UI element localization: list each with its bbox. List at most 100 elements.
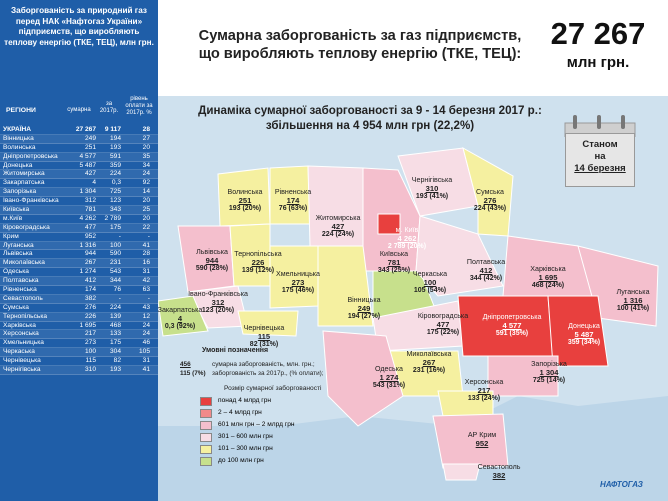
table-row: Закарпатська 4 0,3 92 bbox=[0, 179, 158, 189]
cell-region: Запорізька bbox=[3, 188, 37, 196]
table-row: Херсонська 217 133 24 bbox=[0, 330, 158, 340]
region-name: Хмельницька bbox=[276, 270, 320, 278]
cell-region: УКРАЇНА bbox=[3, 126, 32, 133]
cell-y2017: 123 bbox=[109, 197, 121, 205]
cell-region: Тернопільська bbox=[3, 312, 48, 320]
cell-sum: 251 bbox=[84, 143, 96, 151]
region-name: Херсонська bbox=[464, 378, 504, 386]
cell-region: Крим bbox=[3, 232, 19, 240]
table-rows: УКРАЇНА 27 267 9 117 28 Вінницька 249 194 27 Вол… bbox=[0, 126, 158, 375]
cell-sum: 4 577 bbox=[79, 152, 96, 160]
region-label-sevastopol: Севастополь 382 bbox=[464, 463, 534, 480]
region-value: 276 bbox=[483, 195, 497, 205]
cell-sum: 217 bbox=[84, 330, 96, 338]
region-value: 1 274 bbox=[379, 372, 399, 382]
region-pct: 175 (46%) bbox=[281, 287, 315, 294]
region-label-ternopil: Тернопільська 226 139 (12%) bbox=[223, 250, 293, 276]
cell-y2017: 590 bbox=[109, 250, 121, 258]
cell-sum: 100 bbox=[84, 348, 96, 356]
region-label-mykolaiv: Миколаївська 267 231 (16%) bbox=[394, 350, 464, 376]
legend-item: 601 млн грн – 2 млрд грн bbox=[200, 420, 340, 432]
region-pct: 224 (24%) bbox=[321, 231, 355, 238]
legend-item: 301 – 600 млн грн bbox=[200, 432, 340, 444]
region-pct: 590 (28%) bbox=[195, 265, 229, 272]
cell-region: Хмельницька bbox=[3, 339, 44, 347]
cell-sum: 276 bbox=[84, 303, 96, 311]
cell-sum: 952 bbox=[84, 232, 96, 240]
cell-sum: 310 bbox=[84, 366, 96, 374]
cell-sum: 249 bbox=[84, 134, 96, 142]
region-sumy bbox=[462, 146, 514, 237]
region-pct: 193 (41%) bbox=[415, 193, 449, 200]
table-row: Кіровоградська 477 175 22 bbox=[0, 223, 158, 233]
cell-pct: 27 bbox=[142, 134, 150, 142]
table-row: Чернівецька 115 82 31 bbox=[0, 357, 158, 367]
col-region-header: РЕГІОНИ bbox=[6, 107, 36, 114]
region-pct: 123 (20%) bbox=[201, 307, 235, 314]
cell-y2017: 231 bbox=[109, 259, 121, 267]
region-name: Дніпропетровська bbox=[482, 313, 542, 321]
region-value: 427 bbox=[331, 221, 345, 231]
cell-region: м.Київ bbox=[3, 214, 23, 222]
region-name: Вінницька bbox=[347, 296, 381, 304]
cell-pct: 28 bbox=[142, 126, 150, 133]
table-row: Миколаївська 267 231 16 bbox=[0, 259, 158, 269]
legend-example-value: 456 bbox=[180, 361, 191, 368]
region-pct: 100 (41%) bbox=[616, 305, 650, 312]
legend-example-line-2: 115 (7%) заборгованість за 2017р., (% оп… bbox=[180, 370, 410, 379]
cell-region: Миколаївська bbox=[3, 259, 45, 267]
cell-pct: 63 bbox=[142, 286, 150, 294]
region-label-cherkasy: Черкаська 100 105 (54%) bbox=[395, 270, 465, 296]
calendar-label-2: на bbox=[594, 151, 606, 162]
region-value: 412 bbox=[479, 265, 493, 275]
cell-sum: 382 bbox=[84, 294, 96, 302]
table-row: Одеська 1 274 543 31 bbox=[0, 268, 158, 278]
legend-swatch bbox=[200, 397, 212, 406]
region-label-kharkiv: Харківська 1 695 468 (24%) bbox=[513, 265, 583, 291]
cell-sum: 944 bbox=[84, 250, 96, 258]
region-pct: 2 789 (20%) bbox=[387, 243, 427, 250]
cell-region: Чернігівська bbox=[3, 366, 41, 374]
cell-region: Київська bbox=[3, 206, 30, 214]
naftogaz-logo: НАФТОГАЗ bbox=[600, 480, 643, 489]
cell-region: Закарпатська bbox=[3, 179, 45, 187]
region-pct: 76 (63%) bbox=[278, 205, 308, 212]
region-name: Волинська bbox=[227, 188, 263, 196]
table-row: м.Київ 4 262 2 789 20 bbox=[0, 215, 158, 224]
cell-y2017: 224 bbox=[109, 303, 121, 311]
cell-pct: 31 bbox=[142, 357, 150, 365]
cell-region: Дніпропетровська bbox=[3, 152, 58, 160]
region-name: Севастополь bbox=[477, 463, 521, 471]
cell-pct: 24 bbox=[142, 330, 150, 338]
cell-sum: 273 bbox=[84, 339, 96, 347]
legend-item: понад 4 млрд грн bbox=[200, 396, 340, 408]
region-value: 5 487 bbox=[574, 329, 594, 339]
table-title: Заборгованість за природний газ перед НА… bbox=[4, 6, 154, 47]
region-label-kirovohrad: Кіровоградська 477 175 (22%) bbox=[408, 312, 478, 338]
cell-y2017: 76 bbox=[113, 286, 121, 294]
region-pct: 725 (14%) bbox=[532, 377, 566, 384]
calendar-icon: Станом на 14 березня bbox=[561, 113, 637, 187]
cell-pct: 46 bbox=[142, 339, 150, 347]
legend-item-label: 301 – 600 млн грн bbox=[218, 433, 273, 440]
cell-pct: 16 bbox=[142, 259, 150, 267]
cell-sum: 226 bbox=[84, 312, 96, 320]
headline-line-1: Сумарна заборгованість за газ підприємст… bbox=[198, 28, 522, 44]
region-label-zhytomyr: Житомирська 427 224 (24%) bbox=[303, 214, 373, 240]
table-row: Луганська 1 316 100 41 bbox=[0, 241, 158, 251]
cell-pct: 92 bbox=[142, 179, 150, 187]
region-value: 310 bbox=[425, 183, 439, 193]
region-name: Кіровоградська bbox=[417, 312, 469, 320]
cell-y2017: 133 bbox=[109, 330, 121, 338]
region-label-luhansk: Луганська 1 316 100 (41%) bbox=[598, 288, 668, 314]
cell-y2017: 175 bbox=[109, 223, 121, 231]
region-pct: 591 (35%) bbox=[495, 330, 529, 337]
headline-line-2: що виробляють теплову енергію (ТКЕ, ТЕЦ)… bbox=[198, 46, 522, 62]
legend-example-value-text: сумарна заборгованість, млн. грн.; bbox=[212, 361, 315, 368]
region-pct: 468 (24%) bbox=[531, 282, 565, 289]
region-name: АР Крим bbox=[467, 431, 497, 439]
cell-pct: 24 bbox=[142, 170, 150, 178]
legend-item-label: понад 4 млрд грн bbox=[218, 397, 272, 404]
region-value: 251 bbox=[238, 195, 252, 205]
cell-region: Донецька bbox=[3, 161, 33, 169]
